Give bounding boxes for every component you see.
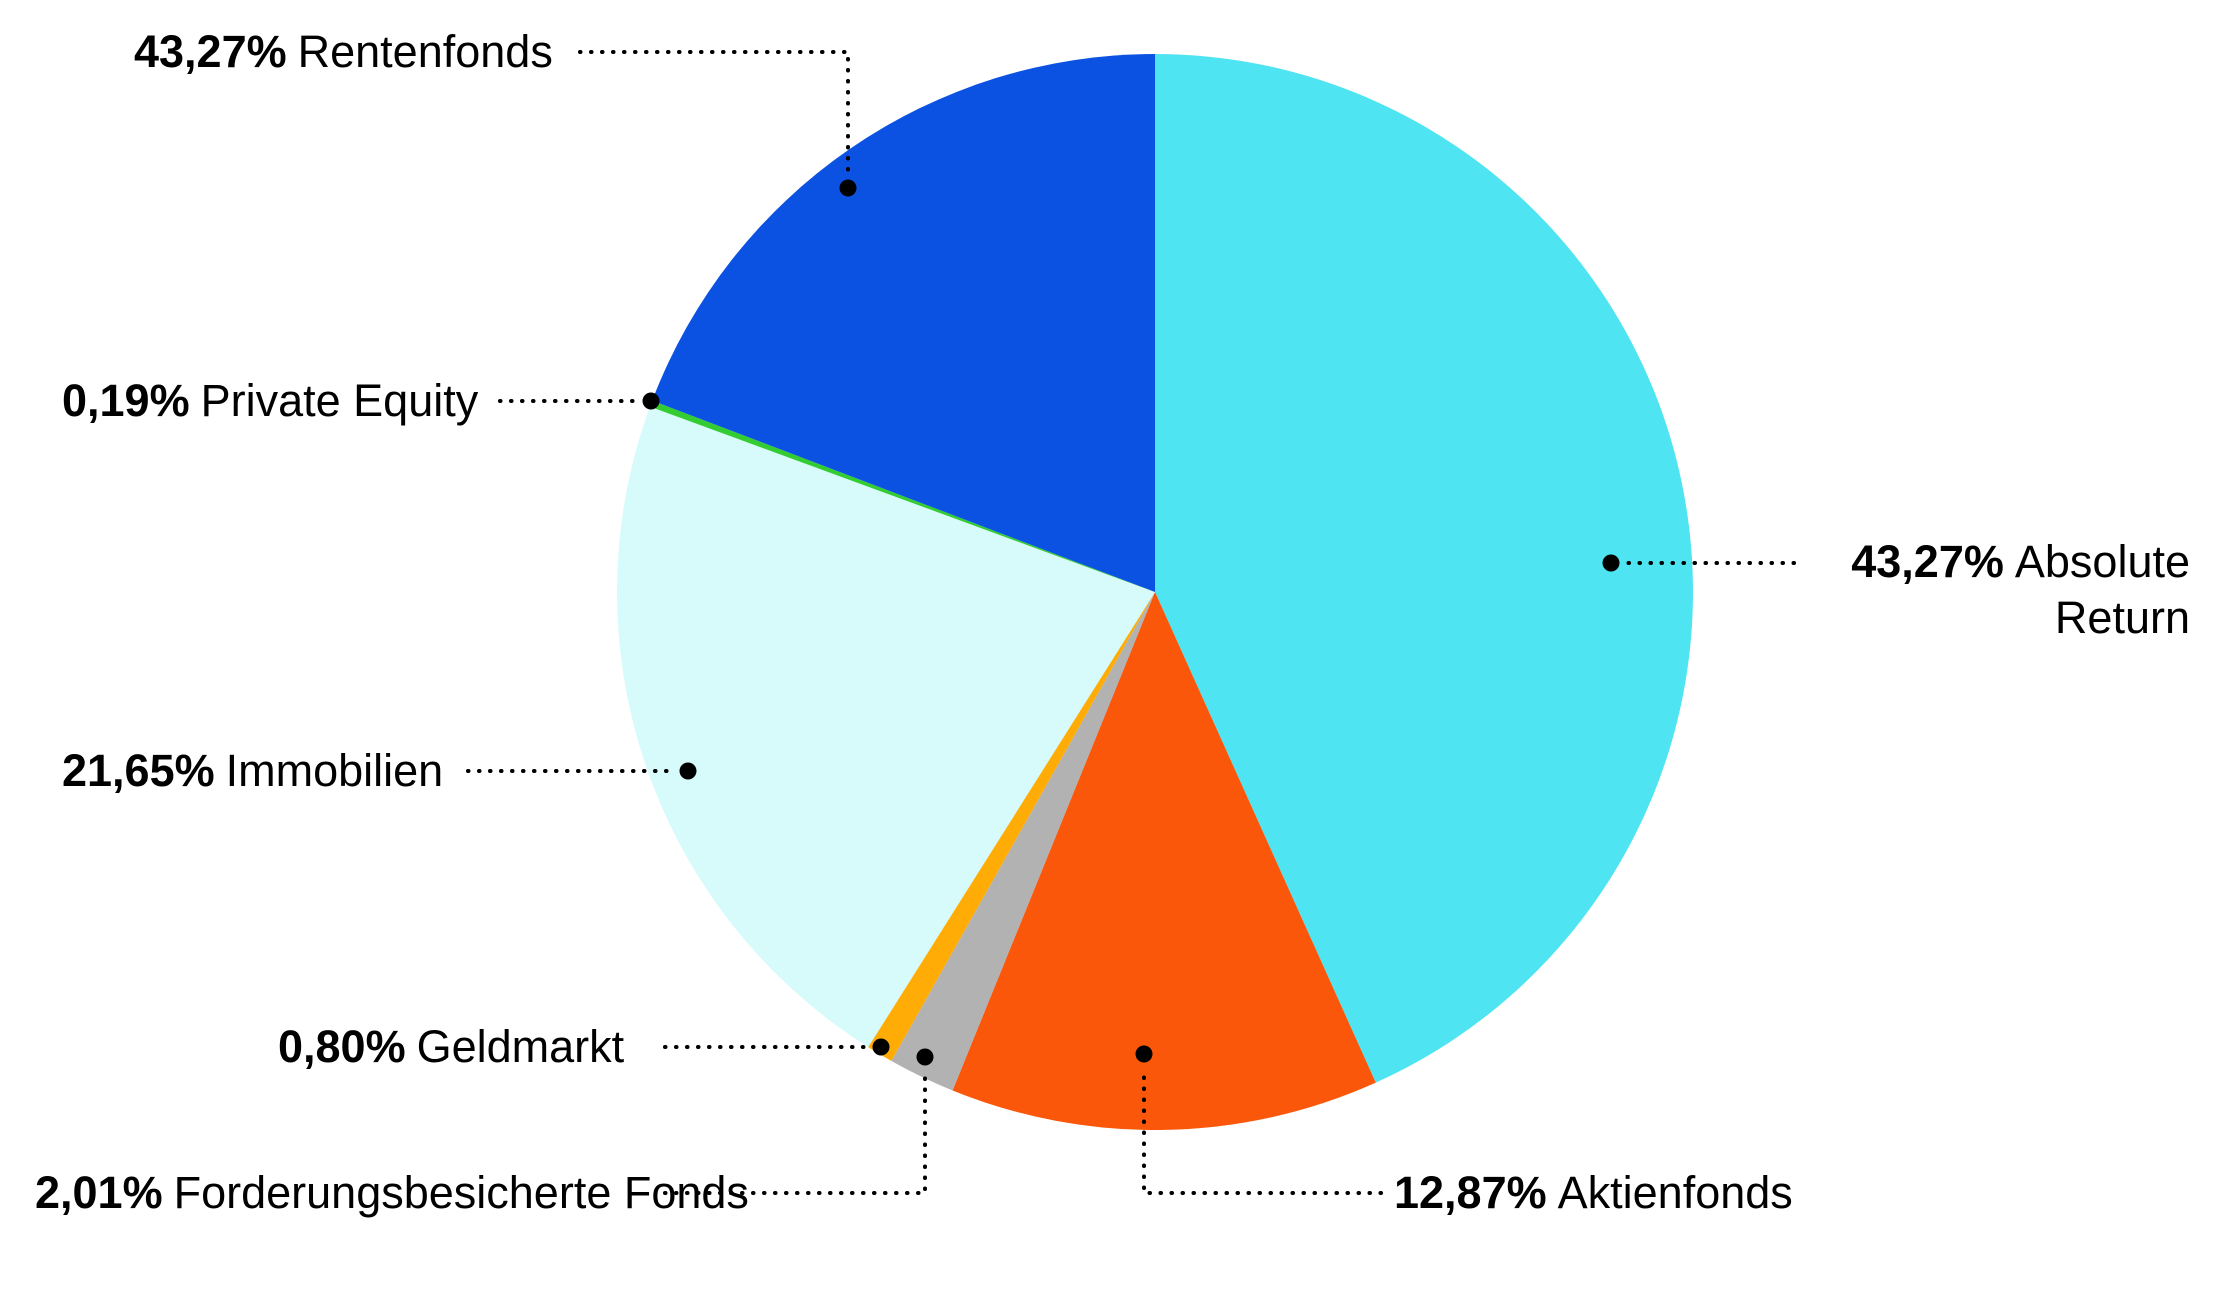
- pie-slices: [616, 53, 1693, 1130]
- label-aktienfonds: 12,87% Aktienfonds: [1394, 1165, 1793, 1221]
- anchor-dot-geldmarkt: [872, 1038, 890, 1056]
- leader-line-forderungsbesicherte-fonds: [663, 1070, 927, 1195]
- label-geldmarkt-name: Geldmarkt: [416, 1021, 625, 1072]
- label-aktienfonds-name: Aktienfonds: [1557, 1167, 1793, 1218]
- label-private-equity-value: 0,19%: [62, 375, 190, 426]
- anchor-dot-forderungsbesicherte-fonds: [916, 1048, 934, 1066]
- anchor-dot-rentenfonds: [839, 179, 857, 197]
- label-private-equity: 0,19% Private Equity: [62, 373, 478, 429]
- label-immobilien-value: 21,65%: [62, 745, 215, 796]
- pie-slice-immobilien: [616, 406, 1155, 1048]
- label-aktienfonds-value: 12,87%: [1394, 1167, 1547, 1218]
- anchor-dot-immobilien: [679, 762, 697, 780]
- pie-slice-geldmarkt: [868, 592, 1155, 1061]
- label-forderungsbesicherte-fonds: 2,01% Forderungsbesicherte Fonds: [35, 1165, 758, 1221]
- leader-line-aktienfonds: [1142, 1067, 1383, 1195]
- label-geldmarkt-value: 0,80%: [278, 1021, 406, 1072]
- anchor-dot-absolute-return: [1602, 554, 1620, 572]
- label-absolute-return-value: 43,27%: [1851, 536, 2004, 587]
- label-immobilien: 21,65% Immobilien: [62, 743, 443, 799]
- pie-slice-absolute-return: [1155, 54, 1693, 1083]
- label-rentenfonds-name: Rentenfonds: [297, 26, 553, 77]
- label-immobilien-name: Immobilien: [225, 745, 444, 796]
- pie-slice-private-equity: [649, 400, 1155, 592]
- label-absolute-return: 43,27% Absolute Return: [1790, 534, 2190, 646]
- label-absolute-return-name: Absolute Return: [2014, 536, 2190, 643]
- pie-slice-rentenfonds: [652, 53, 1155, 592]
- anchor-dot-private-equity: [642, 392, 660, 410]
- label-private-equity-name: Private Equity: [200, 375, 479, 426]
- label-rentenfonds-value: 43,27%: [134, 26, 287, 77]
- label-forderungsbesicherte-fonds-value: 2,01%: [35, 1167, 163, 1218]
- label-geldmarkt: 0,80% Geldmarkt: [278, 1019, 624, 1075]
- anchor-dot-aktienfonds: [1135, 1045, 1153, 1063]
- pie-slice-forderungsbesicherte-fonds: [891, 592, 1155, 1091]
- leader-line-rentenfonds: [578, 50, 850, 173]
- label-rentenfonds: 43,27% Rentenfonds: [134, 24, 553, 80]
- pie-slice-aktienfonds: [952, 592, 1376, 1130]
- label-forderungsbesicherte-fonds-name: Forderungsbesicherte Fonds: [173, 1167, 749, 1218]
